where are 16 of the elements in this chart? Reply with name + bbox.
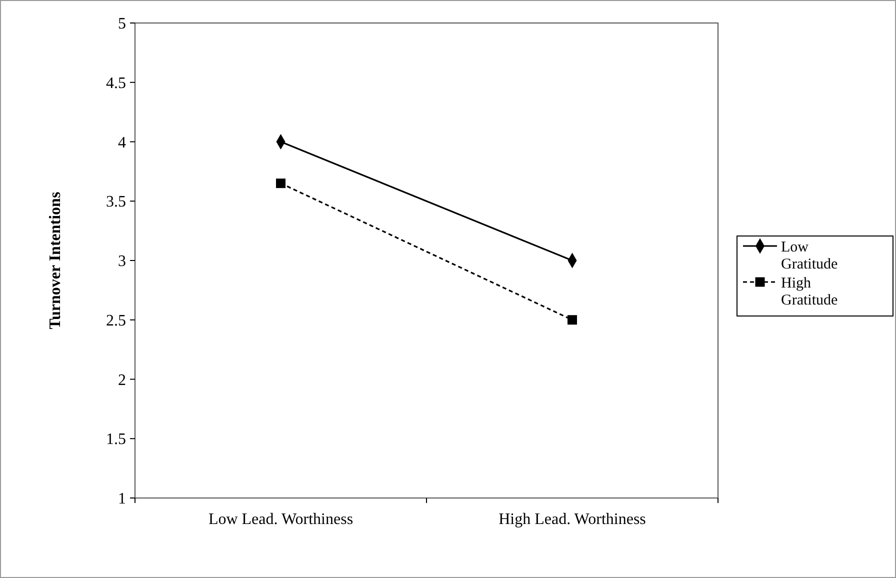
y-tick-label: 1 — [118, 490, 126, 508]
y-tick-label: 4 — [118, 134, 126, 152]
y-tick-label: 1.5 — [106, 431, 126, 448]
x-tick-label: Low Lead. Worthiness — [208, 511, 354, 528]
y-tick-label: 5 — [118, 16, 126, 33]
legend-label: Low Gratitude — [781, 239, 838, 272]
x-tick-label: High Lead. Worthiness — [498, 511, 646, 528]
y-tick-label: 2.5 — [106, 312, 126, 330]
legend-label: High Gratitude — [781, 275, 838, 308]
y-tick-label: 4.5 — [106, 74, 126, 92]
y-tick-label: 2 — [118, 372, 126, 389]
y-axis-title: Turnover Intentions — [47, 192, 64, 330]
point — [568, 315, 577, 325]
y-tick-label: 3 — [118, 253, 126, 270]
point — [276, 178, 286, 188]
y-tick-label: 3.5 — [106, 194, 126, 211]
